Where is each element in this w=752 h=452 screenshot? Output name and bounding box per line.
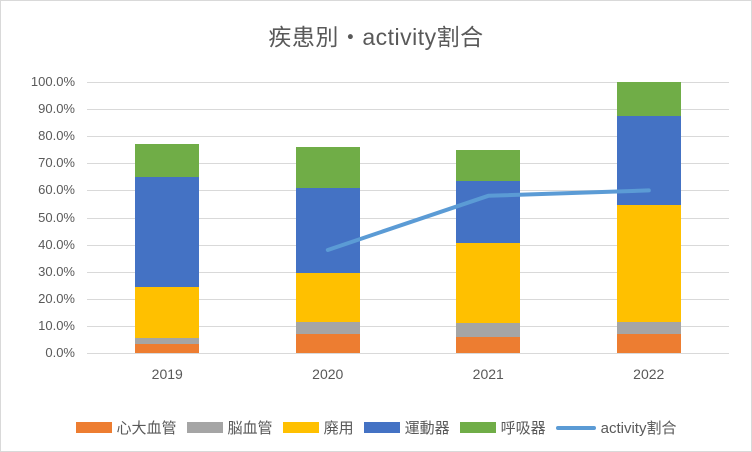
- gridline: [87, 82, 729, 83]
- y-tick-label: 30.0%: [38, 263, 75, 279]
- gridline: [87, 353, 729, 354]
- y-tick-label: 70.0%: [38, 155, 75, 171]
- gridline: [87, 217, 729, 219]
- legend-color-swatch: [459, 422, 496, 433]
- bar-segment: [456, 336, 521, 353]
- gridline: [87, 190, 729, 192]
- bar-segment: [135, 176, 200, 287]
- legend-label: 脳血管: [227, 420, 273, 437]
- gridline: [87, 244, 729, 246]
- legend-color-swatch: [282, 422, 319, 433]
- y-tick-label: 100.0%: [30, 74, 75, 89]
- legend-item: 廃用: [282, 417, 354, 438]
- legend-item: 心大血管: [75, 417, 177, 438]
- y-tick-label: 0.0%: [45, 345, 75, 360]
- x-tick-label: 2019: [151, 366, 183, 382]
- legend-label: 廃用: [323, 420, 354, 437]
- y-tick-label: 80.0%: [38, 128, 75, 144]
- legend-item: 脳血管: [186, 417, 273, 438]
- bar-segment: [456, 180, 521, 244]
- gridline: [87, 325, 729, 327]
- x-tick-label: 2022: [633, 366, 665, 382]
- plot-area: [87, 82, 729, 354]
- y-tick-label: 90.0%: [38, 101, 75, 117]
- bar-segment: [616, 334, 681, 353]
- legend-item: 呼吸器: [459, 417, 546, 438]
- gridline: [87, 109, 729, 111]
- legend-color-swatch: [363, 422, 400, 433]
- bar-segment: [135, 338, 200, 344]
- bar-segment: [135, 343, 200, 353]
- bar-segment: [616, 82, 681, 116]
- bar-segment: [135, 286, 200, 339]
- legend-line-swatch: [555, 425, 596, 430]
- bar-segment: [295, 187, 360, 274]
- y-tick-label: 50.0%: [38, 209, 75, 225]
- bar-segment: [456, 149, 521, 181]
- gridline: [87, 298, 729, 300]
- gridline: [87, 136, 729, 138]
- bar-segment: [456, 323, 521, 337]
- x-tick-label: 2020: [312, 366, 344, 382]
- y-tick-label: 10.0%: [38, 317, 75, 333]
- legend-item: activity割合: [555, 417, 677, 438]
- legend-item: 運動器: [363, 417, 450, 438]
- legend-color-swatch: [75, 422, 112, 433]
- chart-title: 疾患別・activity割合: [268, 24, 484, 50]
- legend-label: activity割合: [600, 420, 677, 437]
- bar-segment: [295, 321, 360, 335]
- legend-label: 呼吸器: [500, 420, 546, 437]
- y-tick-label: 60.0%: [38, 182, 75, 198]
- bar-segment: [616, 205, 681, 322]
- gridline: [87, 271, 729, 273]
- legend-label: 心大血管: [116, 420, 177, 437]
- legend-label: 運動器: [404, 420, 450, 437]
- activity-line: [325, 188, 651, 252]
- bar-segment: [135, 144, 200, 177]
- y-tick-label: 40.0%: [38, 236, 75, 252]
- legend-color-swatch: [186, 422, 223, 433]
- bar-segment: [295, 334, 360, 353]
- bar-segment: [295, 273, 360, 322]
- bar-segment: [616, 321, 681, 335]
- x-tick-label: 2021: [472, 366, 504, 382]
- legend: 心大血管 脳血管 廃用 運動器 呼吸器 activity割合: [1, 417, 751, 438]
- bar-segment: [456, 243, 521, 324]
- bar-segment: [295, 147, 360, 188]
- gridline: [87, 163, 729, 165]
- y-tick-label: 20.0%: [38, 290, 75, 306]
